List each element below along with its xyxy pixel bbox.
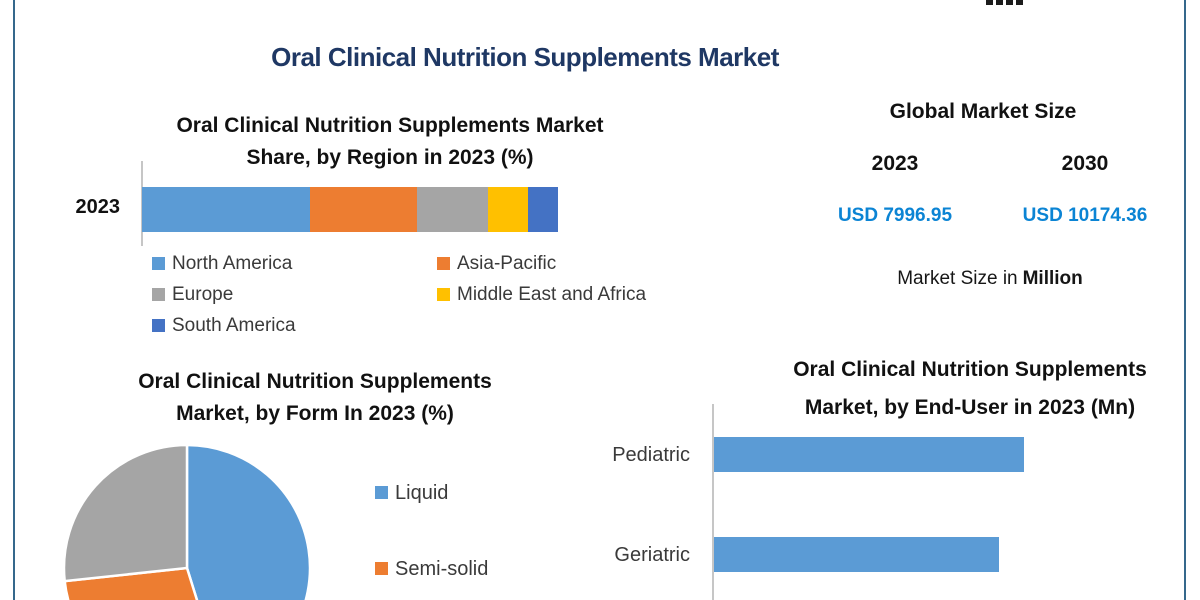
legend-item-europe: Europe (152, 284, 233, 306)
enduser-chart-axis (712, 404, 714, 600)
footnote-bold: Million (1022, 268, 1083, 289)
legend-label: Asia-Pacific (457, 253, 557, 274)
form-chart-title-line1: Oral Clinical Nutrition Supplements (138, 370, 492, 393)
enduser-bar-geriatric (714, 537, 1000, 572)
region-bar-segment (142, 187, 310, 232)
form-chart-title: Oral Clinical Nutrition Supplements Mark… (65, 366, 565, 430)
enduser-bar-pediatric (714, 437, 1024, 472)
north-america-swatch-icon (152, 257, 165, 270)
enduser-chart-title-line1: Oral Clinical Nutrition Supplements (793, 358, 1147, 381)
region-chart-title-line2: Share, by Region in 2023 (%) (246, 146, 534, 169)
pie-slice (185, 443, 312, 600)
region-chart-title: Oral Clinical Nutrition Supplements Mark… (140, 110, 640, 174)
legend-item-north-america: North America (152, 253, 292, 275)
europe-swatch-icon (152, 288, 165, 301)
legend-item-asia-pacific: Asia-Pacific (437, 253, 556, 275)
global-market-size-heading: Global Market Size (889, 100, 1077, 123)
legend-item-south-america: South America (152, 315, 296, 337)
legend-label: North America (172, 253, 293, 274)
page-title: Oral Clinical Nutrition Supplements Mark… (271, 42, 779, 72)
asia-pacific-swatch-icon (437, 257, 450, 270)
legend-label: Europe (172, 284, 234, 305)
legend-item-semi-solid: Semi-solid (375, 558, 488, 580)
form-pie-chart (62, 443, 312, 600)
semi-solid-swatch-icon (375, 562, 388, 575)
market-size-value-2023: USD 7996.95 (837, 205, 953, 226)
market-size-footnote: Market Size in Million (840, 268, 1140, 290)
region-bar-segment (417, 187, 489, 232)
legend-label: Liquid (395, 482, 449, 504)
pie-slice (63, 566, 199, 600)
region-chart-title-line1: Oral Clinical Nutrition Supplements Mark… (176, 114, 604, 137)
legend-item-liquid: Liquid (375, 482, 448, 504)
legend-label: South America (172, 315, 296, 336)
middle-east-africa-swatch-icon (437, 288, 450, 301)
legend-label: Semi-solid (395, 558, 489, 580)
legend-label: Middle East and Africa (457, 284, 647, 305)
pie-slice (62, 443, 189, 583)
region-bar-segment (488, 187, 529, 232)
liquid-swatch-icon (375, 486, 388, 499)
region-stacked-bar (142, 187, 558, 232)
market-size-year-2023: 2023 (871, 152, 919, 175)
region-category-label: 2023 (75, 196, 121, 218)
enduser-chart-title-line2: Market, by End-User in 2023 (Mn) (804, 396, 1136, 419)
footnote-prefix: Market Size in (897, 268, 1018, 289)
market-size-year-2030: 2030 (1061, 152, 1109, 175)
region-bar-segment (309, 187, 418, 232)
left-frame-border (13, 0, 15, 600)
enduser-label-pediatric: Pediatric (612, 444, 690, 466)
right-frame-border (1184, 0, 1186, 600)
enduser-chart-title: Oral Clinical Nutrition Supplements Mark… (740, 351, 1200, 427)
south-america-swatch-icon (152, 319, 165, 332)
enduser-label-geriatric: Geriatric (614, 544, 690, 566)
legend-item-middle-east-africa: Middle East and Africa (437, 284, 646, 306)
market-size-value-2030: USD 10174.36 (1022, 205, 1148, 226)
form-chart-title-line2: Market, by Form In 2023 (%) (176, 402, 454, 425)
region-bar-segment (528, 187, 558, 232)
